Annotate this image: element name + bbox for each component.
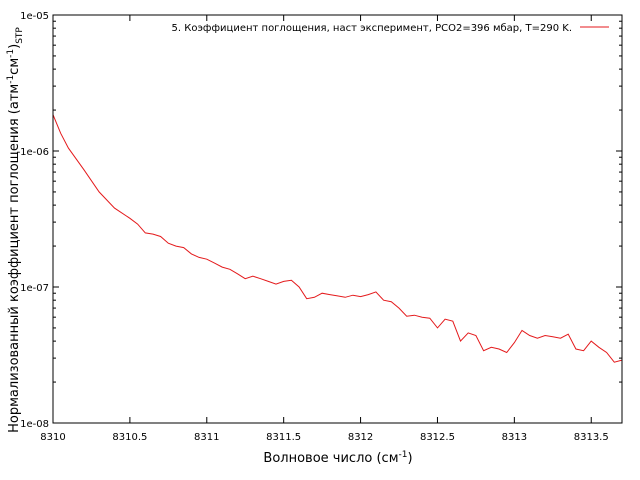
x-axis-ticks: 8310 8310.5 8311 8311.5 8312 8312.5 8313 8313.5 bbox=[40, 15, 609, 443]
y-tick-label: 1e-05 bbox=[20, 11, 49, 22]
y-axis-title-part: STP bbox=[15, 27, 25, 44]
y-tick-label: 1e-06 bbox=[20, 147, 49, 158]
series-line-0 bbox=[52, 114, 623, 363]
x-tick-label: 8313.5 bbox=[574, 432, 609, 443]
y-axis-title-part: см bbox=[7, 58, 22, 75]
x-tick-label: 8311 bbox=[194, 432, 219, 443]
x-axis-title-tail: ) bbox=[407, 451, 412, 466]
x-tick-label: 8313 bbox=[502, 432, 527, 443]
y-tick-label: 1e-07 bbox=[20, 283, 49, 294]
x-tick-label: 8312 bbox=[348, 432, 373, 443]
x-axis-title: Волновое число (см-1) bbox=[263, 450, 412, 466]
x-tick-label: 8311.5 bbox=[266, 432, 301, 443]
legend-label: 5. Коэффициент поглощения, наст эксперим… bbox=[172, 23, 573, 34]
x-tick-label: 8310 bbox=[40, 432, 65, 443]
legend: 5. Коэффициент поглощения, наст эксперим… bbox=[172, 23, 609, 34]
plot-frame bbox=[52, 14, 623, 424]
y-tick-label: 1e-08 bbox=[20, 419, 49, 430]
series-layer bbox=[52, 114, 623, 363]
x-axis-title-main: Волновое число (см bbox=[263, 451, 398, 466]
y-axis-title-part: -1 bbox=[6, 49, 16, 58]
plot-background bbox=[53, 15, 622, 423]
x-axis-title-sup: -1 bbox=[399, 450, 408, 460]
y-axis-title-part: Нормализованный коэффициент поглощения (… bbox=[7, 84, 22, 433]
y-axis-title: Нормализованный коэффициент поглощения (… bbox=[6, 27, 25, 433]
x-tick-label: 8310.5 bbox=[112, 432, 147, 443]
x-tick-label: 8312.5 bbox=[420, 432, 455, 443]
y-axis-title-part: ) bbox=[7, 44, 22, 49]
y-axis-title-part: -1 bbox=[6, 75, 16, 84]
